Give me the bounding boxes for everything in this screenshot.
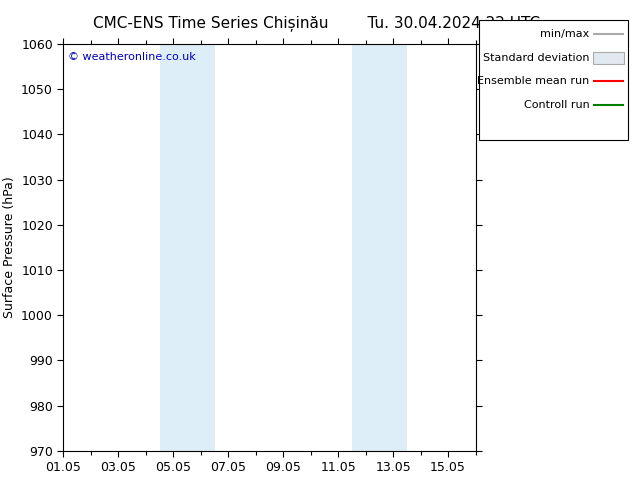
Text: Controll run: Controll run bbox=[524, 100, 590, 110]
Bar bbox=[160, 44, 214, 451]
Text: Controll run: Controll run bbox=[524, 100, 590, 110]
Text: min/max: min/max bbox=[540, 29, 590, 39]
Text: Standard deviation: Standard deviation bbox=[483, 53, 590, 63]
Text: CMC-ENS Time Series Chișinău        Tu. 30.04.2024 22 UTC: CMC-ENS Time Series Chișinău Tu. 30.04.2… bbox=[93, 15, 541, 30]
Text: Ensemble mean run: Ensemble mean run bbox=[477, 76, 590, 86]
Text: Ensemble mean run: Ensemble mean run bbox=[477, 76, 590, 86]
Text: min/max: min/max bbox=[540, 29, 590, 39]
Text: Standard deviation: Standard deviation bbox=[483, 53, 590, 63]
Bar bbox=[352, 44, 407, 451]
Y-axis label: Surface Pressure (hPa): Surface Pressure (hPa) bbox=[3, 176, 16, 318]
Text: © weatheronline.co.uk: © weatheronline.co.uk bbox=[67, 52, 195, 62]
